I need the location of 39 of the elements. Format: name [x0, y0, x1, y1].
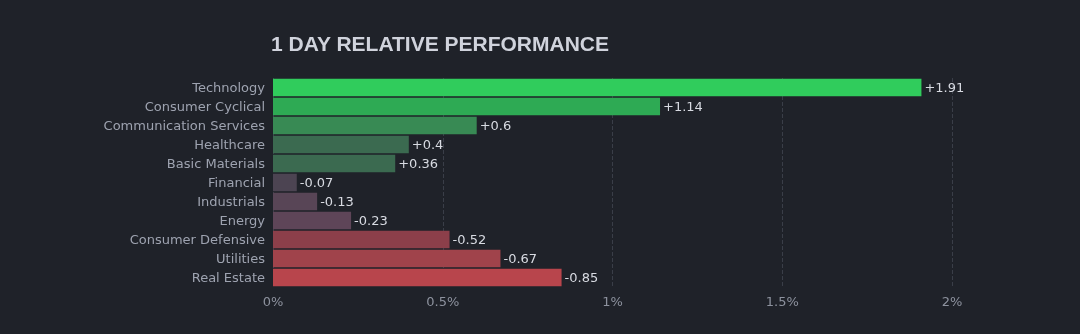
- data-label: -0.13: [320, 194, 354, 209]
- bar: [273, 78, 922, 97]
- bar: [273, 173, 297, 192]
- bar: [273, 97, 661, 116]
- y-tick-label: Consumer Defensive: [129, 232, 265, 247]
- y-tick-label: Basic Materials: [166, 156, 266, 171]
- bar: [273, 192, 318, 211]
- x-tick-label: 0%: [262, 294, 284, 309]
- y-tick-label: Utilities: [216, 251, 266, 266]
- y-tick-label: Communication Services: [103, 118, 266, 133]
- x-tick-label: 2%: [941, 294, 963, 309]
- bar: [273, 211, 352, 230]
- data-label: +0.36: [398, 156, 439, 171]
- data-label: -0.52: [452, 232, 487, 247]
- y-tick-label: Energy: [219, 213, 266, 228]
- bar: [273, 135, 409, 154]
- data-label: -0.67: [503, 251, 538, 266]
- data-label: +0.6: [479, 118, 512, 133]
- y-tick-label: Industrials: [197, 194, 266, 209]
- data-label: +1.14: [663, 99, 703, 114]
- chart-title: 1 DAY RELATIVE PERFORMANCE: [271, 32, 609, 55]
- y-tick-label: Healthcare: [194, 137, 265, 152]
- bar: [273, 154, 396, 173]
- data-label: -0.07: [299, 175, 334, 190]
- y-tick-label: Consumer Cyclical: [144, 99, 265, 114]
- bar: [273, 249, 501, 268]
- data-label: +1.91: [924, 80, 965, 95]
- data-label: -0.23: [354, 213, 388, 228]
- x-tick-label: 1.5%: [765, 294, 799, 309]
- data-label: +0.4: [411, 137, 444, 152]
- y-tick-label: Technology: [191, 80, 266, 95]
- y-tick-label: Real Estate: [191, 270, 265, 285]
- y-tick-label: Financial: [208, 175, 265, 190]
- bar: [273, 268, 562, 287]
- data-label: -0.85: [564, 270, 599, 285]
- bar: [273, 116, 477, 135]
- x-tick-label: 1%: [602, 294, 623, 309]
- x-tick-label: 0.5%: [426, 294, 460, 309]
- bar: [273, 230, 450, 249]
